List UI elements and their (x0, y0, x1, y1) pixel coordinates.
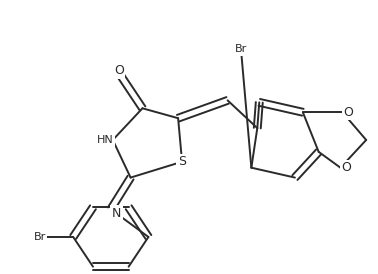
Text: O: O (114, 64, 124, 77)
Text: Br: Br (235, 44, 248, 54)
Text: HN: HN (96, 135, 113, 145)
Text: O: O (344, 106, 353, 119)
Text: S: S (178, 155, 186, 168)
Text: Br: Br (33, 232, 46, 242)
Text: N: N (112, 207, 121, 220)
Text: O: O (341, 161, 351, 174)
